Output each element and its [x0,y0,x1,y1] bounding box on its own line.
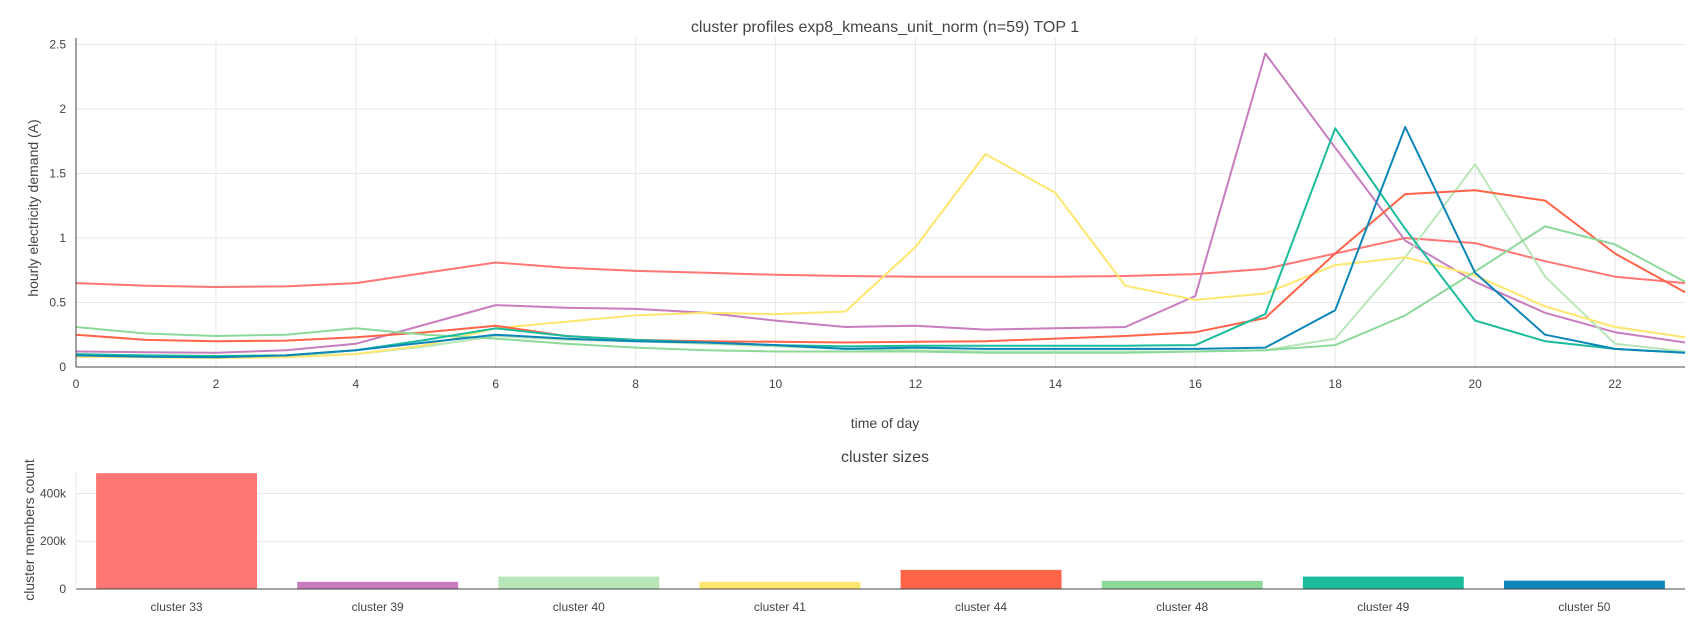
x-tick-label: 22 [1608,377,1622,391]
bar-chart-y-ticks: 0 200k 400k [40,486,67,596]
bar-category-label: cluster 48 [1156,600,1208,614]
bar[interactable] [699,581,861,589]
bar-chart-y-axis-label: cluster members count [21,459,37,601]
x-tick-label: 14 [1049,377,1063,391]
bar-category-label: cluster 39 [352,600,404,614]
bar-chart-title: cluster sizes [841,449,929,466]
x-tick-label: 4 [352,377,359,391]
series-line-7[interactable] [75,126,1686,359]
y-tick-label: 2.5 [49,37,66,51]
line-chart-y-axis-label: hourly electricity demand (A) [25,119,41,296]
bar-category-label: cluster 44 [955,600,1007,614]
line-chart: cluster profiles exp8_kmeans_unit_norm (… [25,19,1686,431]
bar[interactable] [498,576,660,589]
x-tick-label: 20 [1468,377,1482,391]
series-line-3[interactable] [75,153,1686,359]
x-tick-label: 8 [632,377,639,391]
y-tick-label: 1.5 [49,166,66,180]
y-tick-label: 1 [59,231,66,245]
series-line-5[interactable] [75,225,1686,354]
bar[interactable] [96,473,258,589]
bar-chart-bars [96,473,1665,589]
bar-y-tick-label: 200k [40,534,67,548]
y-tick-label: 0 [59,360,66,374]
series-line-0[interactable] [75,237,1686,288]
line-chart-y-ticks: 0 0.5 1 1.5 2 2.5 [49,37,66,374]
bar-y-tick-label: 0 [59,582,66,596]
bar[interactable] [1503,580,1665,589]
series-line-4[interactable] [75,189,1686,344]
y-tick-label: 0.5 [49,295,66,309]
series-line-6[interactable] [75,127,1686,357]
x-tick-label: 0 [73,377,80,391]
y-tick-label: 2 [59,102,66,116]
line-chart-title: cluster profiles exp8_kmeans_unit_norm (… [691,19,1079,36]
bar[interactable] [900,569,1062,589]
series-line-1[interactable] [75,52,1686,354]
line-chart-x-ticks: 0 2 4 6 8 10 12 14 16 18 20 22 [73,377,1622,391]
bar[interactable] [1302,576,1464,589]
bar-chart-axes [75,472,1685,590]
line-chart-grid [75,38,1685,367]
bar-category-label: cluster 40 [553,600,605,614]
line-chart-series [75,52,1686,359]
bar-category-label: cluster 49 [1357,600,1409,614]
bar[interactable] [297,581,459,589]
x-tick-label: 18 [1329,377,1343,391]
x-tick-label: 16 [1189,377,1203,391]
x-tick-label: 12 [909,377,923,391]
x-tick-label: 2 [213,377,220,391]
bar-chart-grid [76,492,1685,542]
line-chart-x-axis-label: time of day [851,415,919,431]
line-chart-axes [75,38,1685,368]
bar-chart: cluster sizes cluster 33 cluster 39 cluste… [21,449,1685,614]
x-tick-label: 10 [769,377,783,391]
x-tick-label: 6 [492,377,499,391]
bar-y-tick-label: 400k [40,486,67,500]
bar-chart-x-ticks: cluster 33 cluster 39 cluster 40 cluster 41… [151,600,1611,614]
series-line-2[interactable] [75,163,1686,358]
bar-category-label: cluster 33 [151,600,203,614]
bar-category-label: cluster 41 [754,600,806,614]
bar-category-label: cluster 50 [1558,600,1610,614]
bar[interactable] [1101,580,1263,589]
